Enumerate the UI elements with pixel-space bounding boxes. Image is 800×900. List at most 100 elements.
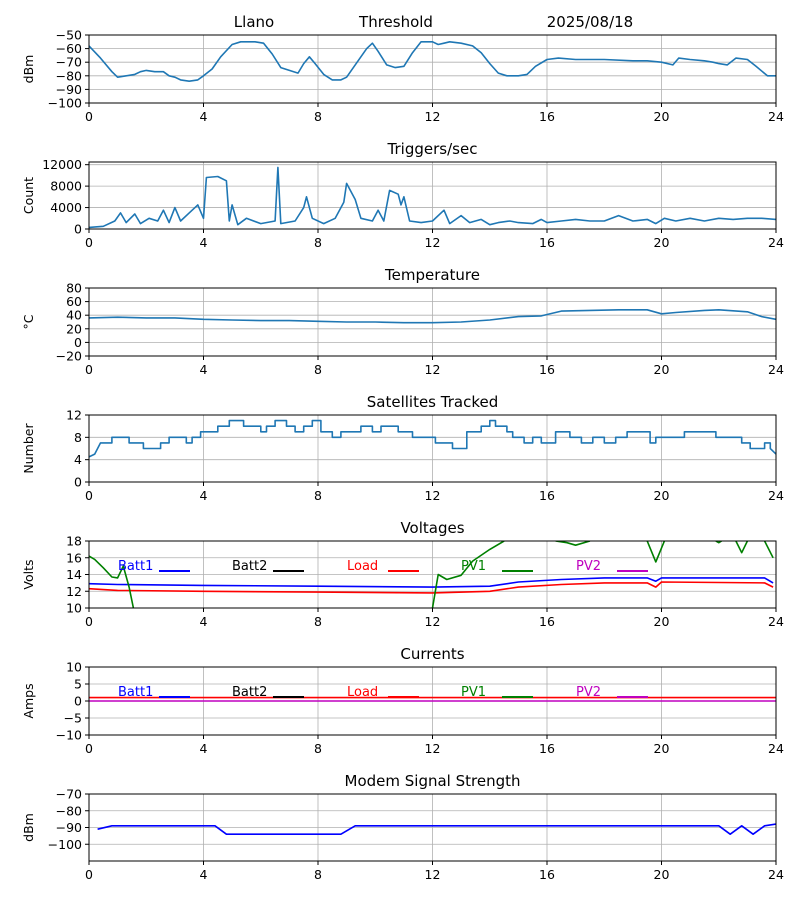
y-tick-label: −80	[56, 803, 82, 818]
x-tick-label: 8	[314, 362, 322, 377]
x-tick-label: 12	[425, 614, 441, 629]
y-tick-label: 8000	[50, 179, 82, 194]
series-line-pv1	[646, 541, 666, 563]
x-tick-label: 16	[539, 235, 555, 250]
series-group	[89, 166, 776, 229]
y-axis-label: Amps	[21, 683, 36, 718]
legend: Batt1 Batt2 Load PV1 PV2	[118, 559, 648, 574]
y-tick-label: 40	[66, 308, 82, 323]
y-tick-label: 80	[66, 281, 82, 296]
y-tick-label: 16	[66, 550, 82, 565]
y-tick-label: 4000	[50, 200, 82, 215]
legend-label-pv1: PV1	[461, 559, 486, 574]
legend-label-pv1: PV1	[461, 685, 486, 700]
y-tick-label: 0	[74, 694, 82, 709]
y-tick-label: −90	[56, 82, 82, 97]
x-tick-label: 8	[314, 614, 322, 629]
y-axis-label: Count	[21, 177, 36, 214]
series-group	[89, 309, 776, 324]
x-tick-label: 0	[85, 741, 93, 756]
y-tick-label: 14	[66, 567, 82, 582]
legend-label-pv2: PV2	[576, 685, 601, 700]
y-tick-label: −90	[56, 820, 82, 835]
x-tick-label: 20	[654, 488, 670, 503]
legend-label-batt1: Batt1	[118, 559, 153, 574]
x-tick-label: 4	[200, 235, 208, 250]
chart-title: Triggers/sec	[387, 140, 478, 158]
y-tick-label: −60	[56, 41, 82, 56]
x-tick-label: 8	[314, 741, 322, 756]
x-tick-label: 4	[200, 741, 208, 756]
x-tick-label: 8	[314, 235, 322, 250]
series-line-batt1	[89, 577, 774, 588]
y-axis-label: Volts	[21, 559, 36, 589]
x-tick-label: 24	[768, 488, 784, 503]
y-tick-label: −70	[56, 787, 82, 802]
series-group	[89, 41, 776, 82]
x-tick-label: 12	[425, 867, 441, 882]
x-tick-label: 4	[200, 362, 208, 377]
series-line-pv1	[735, 541, 749, 554]
header-station: Llano	[234, 13, 274, 31]
series-line-main	[89, 41, 776, 82]
y-axis-label: Number	[21, 423, 36, 474]
y-tick-label: 4	[74, 452, 82, 467]
x-tick-label: 4	[200, 614, 208, 629]
chart-title: Temperature	[384, 266, 480, 284]
y-tick-label: 18	[66, 534, 82, 549]
legend-label-batt2: Batt2	[232, 685, 267, 700]
y-tick-label: −20	[56, 349, 82, 364]
x-tick-label: 16	[539, 741, 555, 756]
legend-label-load: Load	[347, 559, 378, 574]
x-tick-label: 24	[768, 614, 784, 629]
header-mode: Threshold	[358, 13, 433, 31]
chart-title: Modem Signal Strength	[345, 772, 521, 790]
chart-title: Currents	[400, 645, 464, 663]
x-tick-label: 20	[654, 109, 670, 124]
x-tick-label: 0	[85, 614, 93, 629]
chart-triggers: Triggers/sec Count 0 4 8 12 16 20 24 0 4000 8000 120…	[21, 140, 784, 250]
series-group	[89, 541, 774, 608]
x-tick-label: 20	[654, 235, 670, 250]
x-tick-label: 24	[768, 867, 784, 882]
y-tick-label: 12	[66, 408, 82, 423]
x-tick-label: 20	[654, 867, 670, 882]
y-tick-label: −10	[56, 728, 82, 743]
y-axis-label: dBm	[21, 813, 36, 842]
chart-title: Voltages	[400, 519, 464, 537]
y-tick-label: 60	[66, 294, 82, 309]
y-tick-label: −80	[56, 68, 82, 83]
x-tick-label: 12	[425, 488, 441, 503]
legend-label-batt2: Batt2	[232, 559, 267, 574]
series-line-pv1	[89, 555, 135, 608]
y-axis-label: °C	[21, 314, 36, 329]
y-tick-label: 0	[74, 475, 82, 490]
chart-modem: Modem Signal Strength dBm 0 4 8 12 16 20 24 −100 −…	[21, 772, 784, 882]
legend-label-batt1: Batt1	[118, 685, 153, 700]
x-tick-label: 20	[654, 741, 670, 756]
x-tick-label: 4	[200, 109, 208, 124]
x-tick-label: 12	[425, 109, 441, 124]
x-tick-label: 4	[200, 488, 208, 503]
x-tick-label: 16	[539, 614, 555, 629]
x-tick-label: 16	[539, 109, 555, 124]
y-tick-label: −50	[56, 28, 82, 43]
series-line-pv1	[431, 541, 505, 608]
series-line-load	[89, 581, 774, 594]
x-tick-label: 0	[85, 867, 93, 882]
legend-label-load: Load	[347, 685, 378, 700]
y-tick-label: 20	[66, 321, 82, 336]
x-tick-label: 24	[768, 362, 784, 377]
x-tick-label: 12	[425, 741, 441, 756]
y-tick-label: −5	[64, 711, 82, 726]
y-tick-label: 10	[66, 601, 82, 616]
legend-label-pv2: PV2	[576, 559, 601, 574]
x-tick-label: 16	[539, 488, 555, 503]
y-tick-label: 12000	[42, 157, 82, 172]
x-tick-label: 20	[654, 362, 670, 377]
series-group	[97, 823, 776, 835]
